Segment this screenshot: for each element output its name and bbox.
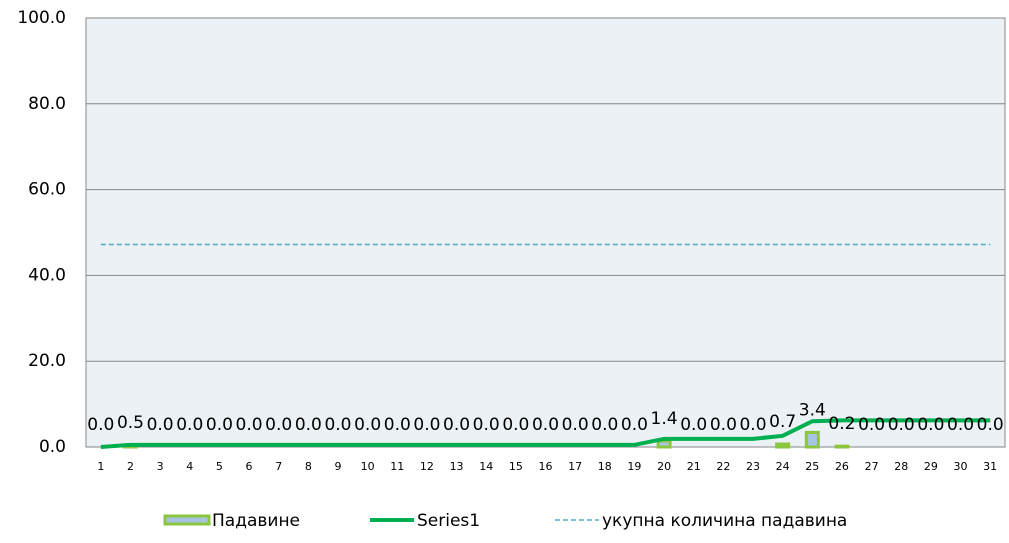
- x-tick-label: 20: [657, 460, 671, 473]
- data-label: 0.0: [473, 415, 500, 435]
- data-label: 1.4: [651, 409, 678, 429]
- x-tick-label: 25: [805, 460, 819, 473]
- data-label: 0.0: [947, 415, 974, 435]
- bar: [834, 444, 850, 449]
- bar: [775, 442, 791, 449]
- x-tick-label: 2: [127, 460, 134, 473]
- data-label: 0.0: [621, 415, 648, 435]
- x-tick-label: 23: [746, 460, 760, 473]
- data-label: 0.0: [384, 415, 411, 435]
- x-tick-label: 9: [334, 460, 341, 473]
- data-label: 0.0: [354, 415, 381, 435]
- data-label: 0.0: [562, 415, 589, 435]
- x-tick-label: 14: [479, 460, 493, 473]
- x-tick-label: 21: [687, 460, 701, 473]
- data-label: 0.7: [769, 412, 796, 432]
- cumulative-line: [100, 418, 991, 449]
- data-label: 0.0: [591, 415, 618, 435]
- x-tick-label: 22: [716, 460, 730, 473]
- bar: [656, 439, 672, 449]
- data-label: 0.0: [147, 415, 174, 435]
- y-tick-label: 100.0: [17, 8, 66, 28]
- x-tick-label: 24: [776, 460, 790, 473]
- data-label: 0.0: [413, 415, 440, 435]
- legend-label: Падавине: [212, 511, 300, 531]
- data-label: 0.0: [977, 415, 1004, 435]
- data-label: 0.0: [888, 415, 915, 435]
- data-label: 0.0: [680, 415, 707, 435]
- x-tick-label: 4: [186, 460, 193, 473]
- data-label: 0.0: [502, 415, 529, 435]
- y-tick-label: 60.0: [28, 180, 66, 200]
- data-label: 0.0: [324, 415, 351, 435]
- data-label: 0.0: [532, 415, 559, 435]
- data-label: 0.0: [739, 415, 766, 435]
- legend-label: укупна количина падавина: [602, 511, 847, 531]
- data-label: 0.0: [917, 415, 944, 435]
- x-tick-label: 13: [450, 460, 464, 473]
- x-tick-label: 12: [420, 460, 434, 473]
- data-label: 0.0: [710, 415, 737, 435]
- x-tick-label: 7: [275, 460, 282, 473]
- data-label: 0.0: [236, 415, 263, 435]
- x-tick-label: 26: [835, 460, 849, 473]
- x-tick-label: 1: [97, 460, 104, 473]
- data-label: 0.0: [295, 415, 322, 435]
- x-tick-label: 3: [157, 460, 164, 473]
- y-tick-label: 40.0: [28, 265, 66, 285]
- data-label: 0.0: [176, 415, 203, 435]
- data-label: 0.5: [117, 413, 144, 433]
- x-tick-label: 11: [390, 460, 404, 473]
- y-tick-label: 20.0: [28, 351, 66, 371]
- x-tick-label: 5: [216, 460, 223, 473]
- x-tick-label: 16: [539, 460, 553, 473]
- x-tick-label: 18: [598, 460, 612, 473]
- x-tick-label: 8: [305, 460, 312, 473]
- x-tick-label: 29: [924, 460, 938, 473]
- x-tick-label: 30: [954, 460, 968, 473]
- data-label: 0.2: [828, 414, 855, 434]
- data-label: 0.0: [206, 415, 233, 435]
- data-label: 0.0: [443, 415, 470, 435]
- legend-label: Series1: [417, 511, 480, 531]
- x-tick-label: 28: [894, 460, 908, 473]
- x-tick-label: 27: [865, 460, 879, 473]
- bar: [804, 430, 820, 449]
- x-tick-label: 17: [568, 460, 582, 473]
- x-tick-label: 31: [983, 460, 997, 473]
- data-label: 0.0: [858, 415, 885, 435]
- x-tick-label: 15: [509, 460, 523, 473]
- y-tick-label: 0.0: [39, 437, 66, 457]
- x-tick-label: 6: [246, 460, 253, 473]
- x-tick-label: 19: [627, 460, 641, 473]
- legend-marker: [163, 514, 211, 526]
- data-label: 3.4: [799, 400, 826, 420]
- data-label: 0.0: [265, 415, 292, 435]
- plot-area: [85, 17, 1006, 448]
- x-tick-label: 10: [361, 460, 375, 473]
- data-label: 0.0: [87, 415, 114, 435]
- y-tick-label: 80.0: [28, 94, 66, 114]
